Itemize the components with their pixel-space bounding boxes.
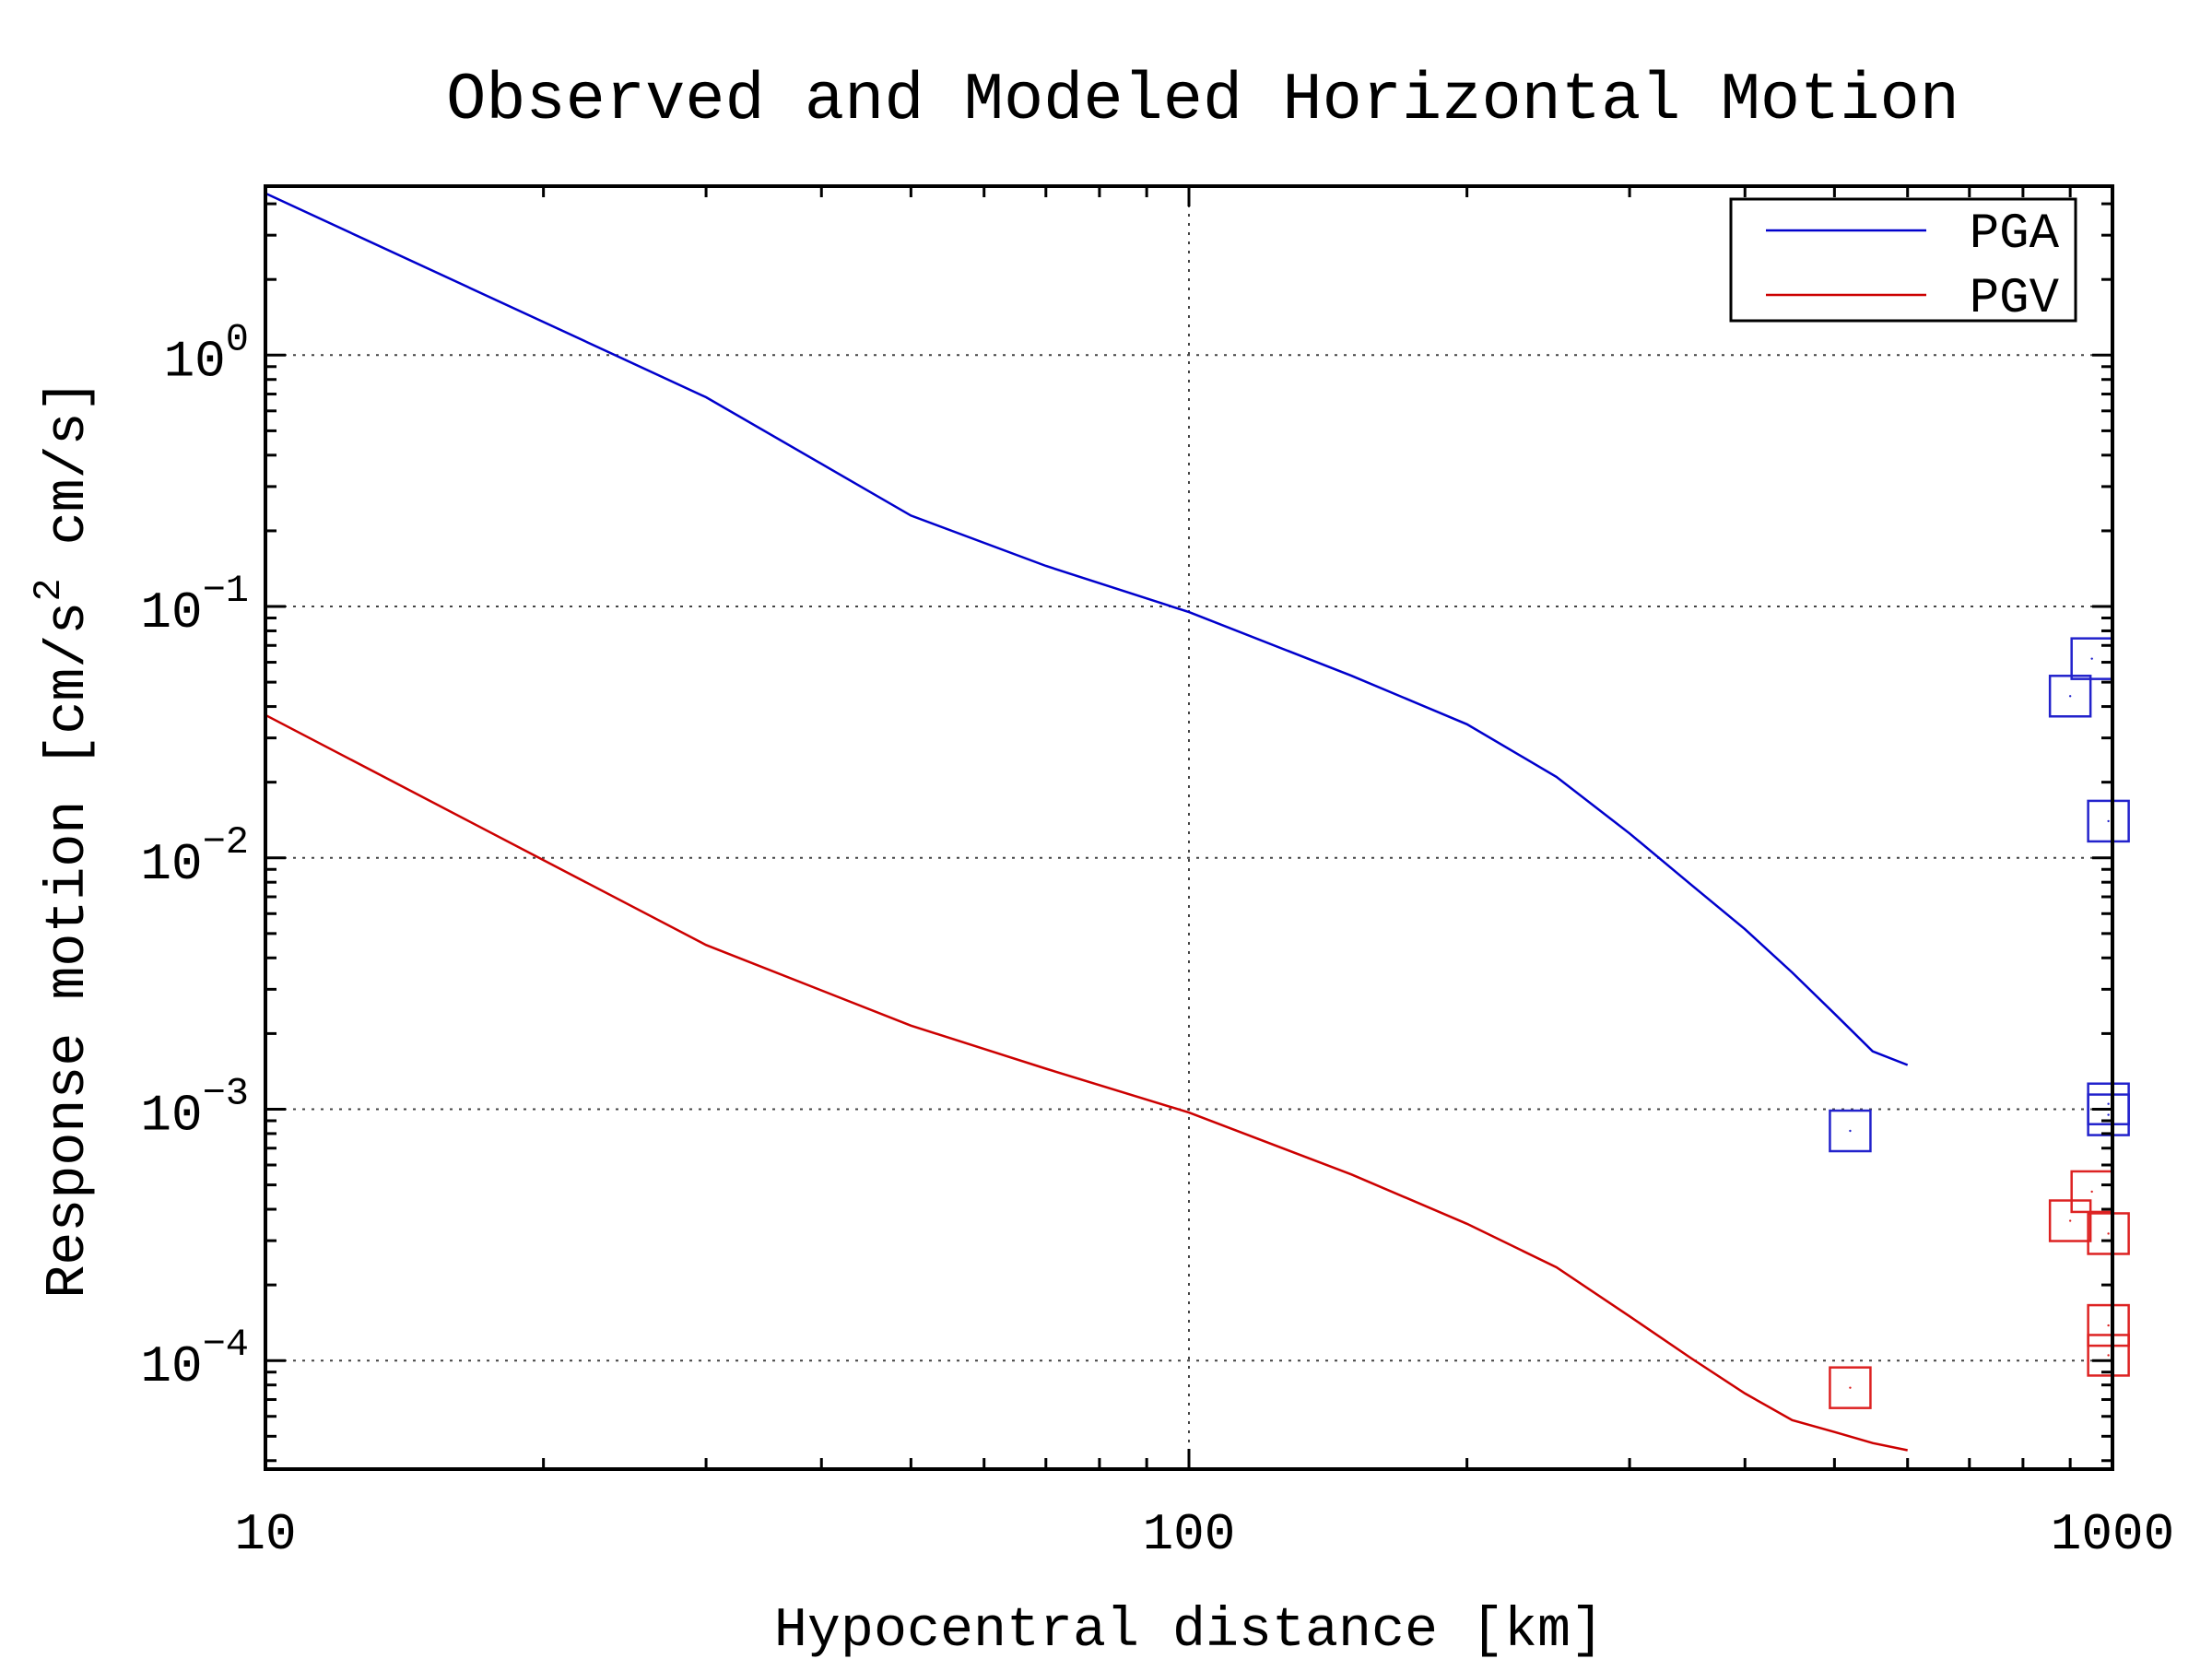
y-tick-label: 10−4: [140, 1323, 249, 1396]
grid-layer: [265, 186, 2112, 1469]
observation-marker-pgv: [2087, 1303, 2130, 1347]
observation-marker-pgv: [2087, 1212, 2130, 1255]
y-tick-label: 10−2: [140, 820, 249, 894]
x-tick-label: 10: [234, 1505, 296, 1564]
y-axis-label-suffix: cm/s]: [38, 379, 100, 578]
observation-point-pgv: [2107, 1324, 2110, 1327]
y-axis-label: Response motion [cm/s2 cm/s]: [27, 379, 100, 1298]
series-line-pgv: [265, 713, 1908, 1452]
y-tick-label-exponent: 0: [226, 317, 249, 361]
observation-point-pgv: [2107, 1232, 2110, 1235]
y-axis-label-superscript: 2: [27, 578, 71, 601]
y-tick-label-exponent: −1: [203, 569, 249, 613]
legend-label-pgv: PGV: [1970, 271, 2060, 327]
observation-point-pgv: [2090, 1190, 2093, 1194]
observation-marker-pga: [2087, 1093, 2130, 1136]
legend: PGA PGV: [1729, 197, 2077, 327]
y-axis-label-prefix: Response motion [cm/s: [38, 602, 100, 1299]
legend-label-pga: PGA: [1970, 206, 2060, 263]
observation-point-pga: [2107, 1102, 2110, 1105]
axes-layer: [264, 184, 2114, 1471]
observation-point-pga: [2090, 657, 2093, 660]
observation-marker-pga: [1829, 1109, 1872, 1153]
observation-point-pgv: [2107, 1354, 2110, 1357]
observation-point-pgv: [2068, 1219, 2072, 1222]
y-tick-label-base: 10: [140, 583, 202, 642]
observation-point-pgv: [1849, 1386, 1852, 1389]
chart-title: Observed and Modeled Horizontal Motion: [446, 63, 1959, 138]
series-layer: [265, 192, 1909, 1452]
observation-point-pga: [2107, 1113, 2110, 1116]
y-tick-label: 100: [164, 317, 249, 391]
x-axis-label: Hypocentral distance [km]: [774, 1600, 1604, 1659]
y-tick-label-base: 10: [140, 835, 202, 894]
observation-marker-pgv: [1829, 1366, 1872, 1409]
series-line-pga: [265, 192, 1909, 1066]
observation-point-pga: [2107, 819, 2110, 823]
x-tick-label: 1000: [2051, 1505, 2174, 1564]
legend-box: [1729, 197, 2077, 323]
observation-marker-pgv: [2048, 1199, 2092, 1242]
observation-marker-pga: [2087, 799, 2130, 843]
y-tick-label: 10−1: [140, 569, 249, 642]
y-tick-label-exponent: −2: [203, 820, 249, 865]
plot-frame: [264, 184, 2114, 1471]
y-tick-label-exponent: −3: [203, 1072, 249, 1116]
observation-point-pga: [2068, 695, 2072, 698]
observation-marker-pga: [2048, 675, 2092, 718]
x-tick-label: 100: [1143, 1505, 1236, 1564]
y-tick-label-exponent: −4: [203, 1323, 249, 1367]
observation-marker-pgv: [2087, 1334, 2130, 1377]
y-tick-label-base: 10: [140, 1087, 202, 1146]
y-tick-label-base: 10: [164, 332, 226, 391]
marker-layer: [1829, 637, 2130, 1409]
y-tick-label-base: 10: [140, 1337, 202, 1396]
observation-point-pga: [1849, 1129, 1852, 1133]
y-tick-label: 10−3: [140, 1072, 249, 1146]
